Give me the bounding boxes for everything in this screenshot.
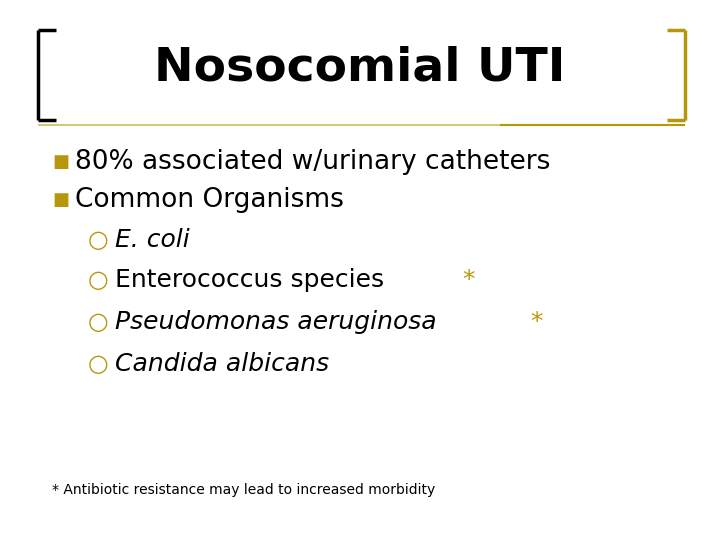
Text: ■: ■ [52, 153, 69, 171]
Text: ○: ○ [88, 352, 109, 376]
Text: Candida albicans: Candida albicans [115, 352, 329, 376]
Text: Pseudomonas aeruginosa: Pseudomonas aeruginosa [115, 310, 436, 334]
Text: ■: ■ [52, 191, 69, 209]
Text: ○: ○ [88, 228, 109, 252]
Text: ○: ○ [88, 310, 109, 334]
Text: * Antibiotic resistance may lead to increased morbidity: * Antibiotic resistance may lead to incr… [52, 483, 436, 497]
Text: 80% associated w/urinary catheters: 80% associated w/urinary catheters [75, 149, 550, 175]
Text: Nosocomial UTI: Nosocomial UTI [154, 45, 566, 91]
Text: *: * [462, 268, 474, 292]
Text: *: * [530, 310, 542, 334]
Text: Enterococcus species: Enterococcus species [115, 268, 384, 292]
Text: Common Organisms: Common Organisms [75, 187, 344, 213]
Text: E. coli: E. coli [115, 228, 190, 252]
Text: ○: ○ [88, 268, 109, 292]
